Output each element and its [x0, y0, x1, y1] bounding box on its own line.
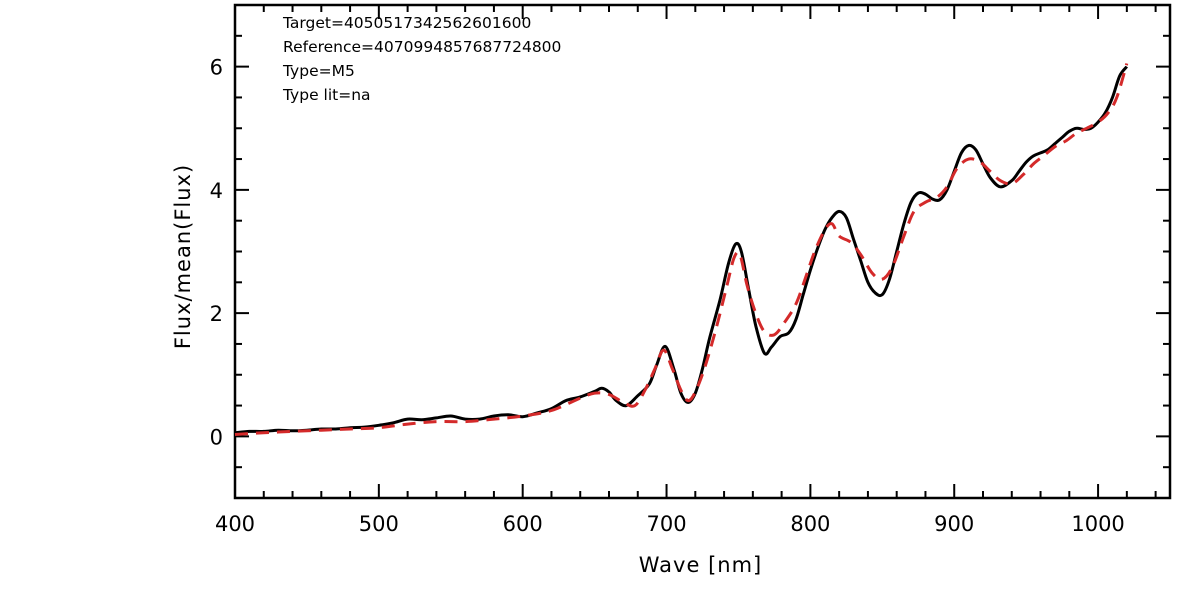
x-tick-label: 700 — [646, 512, 686, 536]
y-tick-label: 4 — [210, 179, 223, 203]
x-tick-label: 900 — [934, 512, 974, 536]
x-tick-label: 400 — [215, 512, 255, 536]
ticks-group — [234, 4, 1170, 499]
y-tick-label: 0 — [210, 425, 223, 449]
plot-frame-group — [233, 3, 1172, 500]
x-tick-label: 500 — [359, 512, 399, 536]
target-spectrum-line — [234, 65, 1128, 435]
annotation-line: Type=M5 — [282, 62, 355, 80]
series-group — [234, 63, 1129, 436]
annotation-line: Target=4050517342562601600 — [282, 14, 531, 32]
y-axis-title: Flux/mean(Flux) — [171, 164, 195, 349]
x-tick-label: 1000 — [1071, 512, 1124, 536]
plot-frame — [233, 3, 1172, 500]
reference-spectrum-line — [234, 63, 1129, 436]
x-axis-title: Wave [nm] — [639, 553, 762, 577]
y-tick-label: 2 — [210, 302, 223, 326]
annotation-line: Reference=4070994857687724800 — [283, 38, 561, 56]
x-tick-label: 800 — [790, 512, 830, 536]
labels-group: 400 500 600 700 800 900 1000 0 2 4 6 Wave [nm] Flux/… — [171, 14, 1125, 577]
annotation-line: Type lit=na — [282, 86, 371, 104]
y-tick-label: 6 — [210, 56, 223, 80]
x-tick-label: 600 — [503, 512, 543, 536]
